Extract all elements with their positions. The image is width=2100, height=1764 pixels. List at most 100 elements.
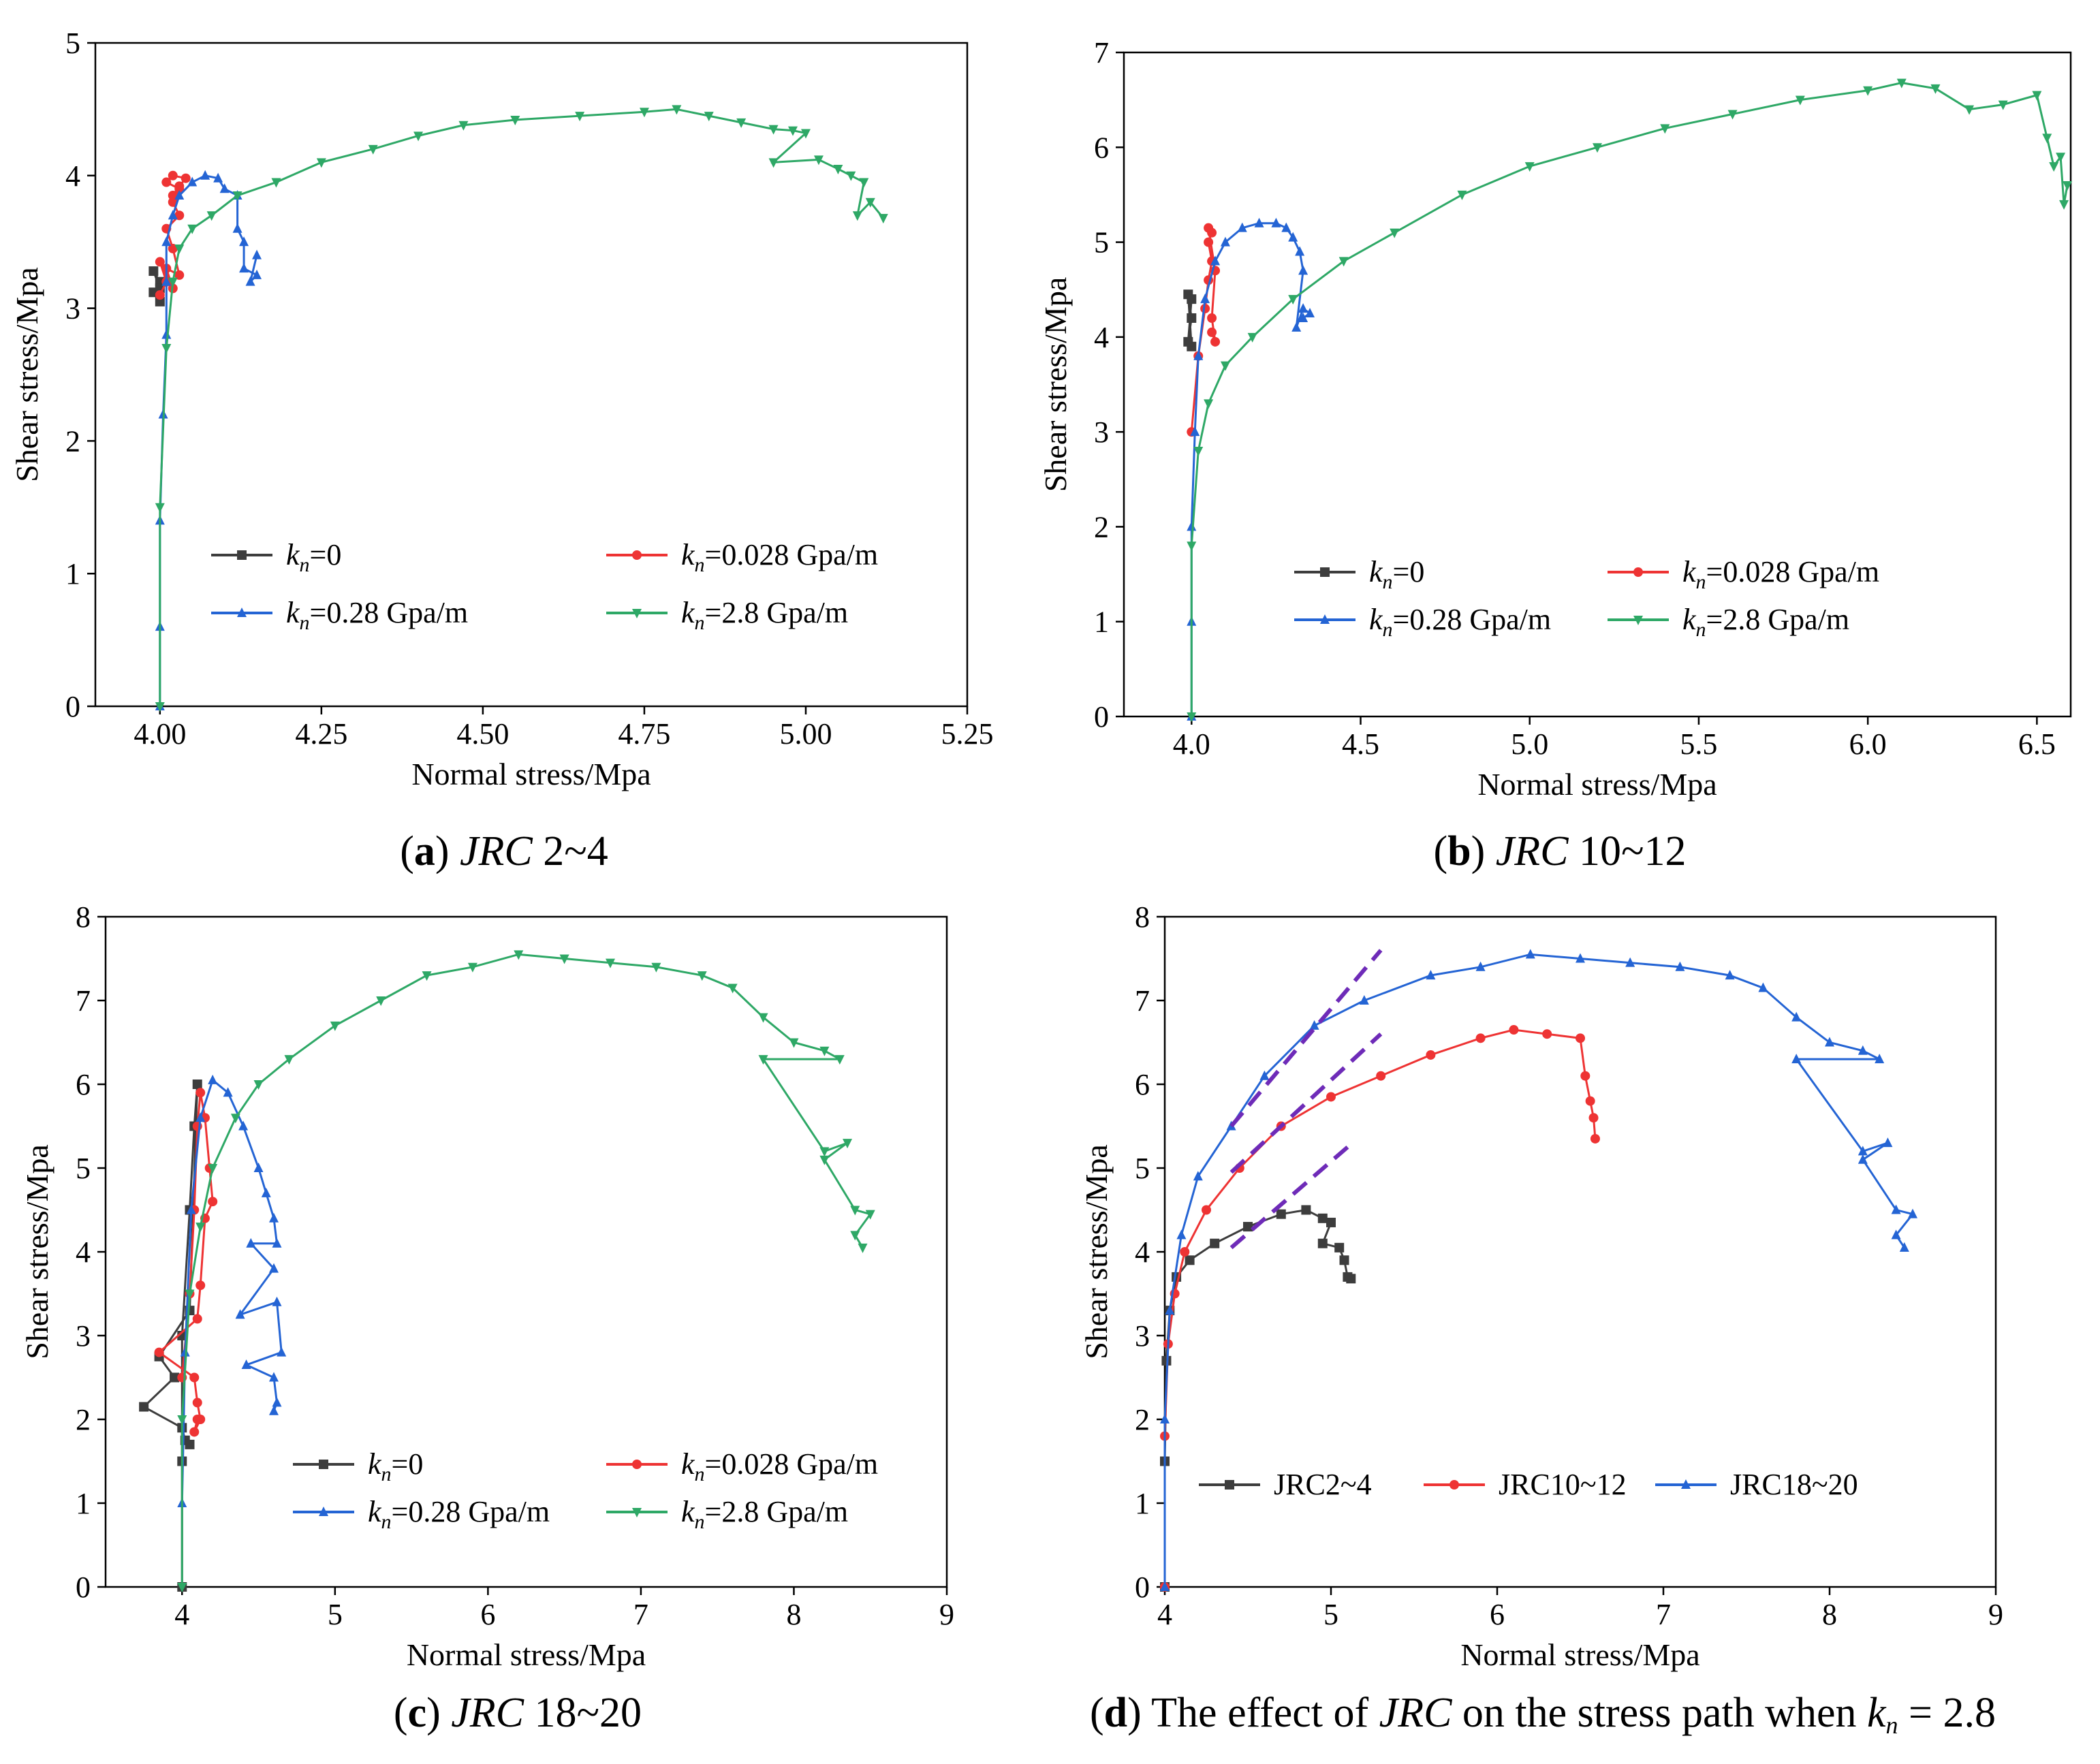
series-fit [1229, 949, 1383, 1250]
legend-label: JRC2~4 [1274, 1468, 1372, 1501]
legend-label: kn=0.28 Gpa/m [368, 1495, 550, 1533]
data-point [161, 236, 172, 247]
legend-label: kn=0 [368, 1447, 423, 1485]
series-kn28 [155, 105, 888, 712]
data-point [788, 126, 798, 136]
x-tick-label: 4.50 [456, 717, 509, 751]
data-point [155, 296, 165, 306]
data-point [272, 1238, 282, 1248]
data-point [1210, 255, 1221, 266]
legend-value: =0 [392, 1447, 424, 1481]
data-point [1301, 1205, 1311, 1215]
series-line [181, 1078, 283, 1504]
legend-value: =2.8 Gpa/m [705, 1495, 849, 1528]
legend-label: kn=0.28 Gpa/m [286, 596, 468, 634]
legend-item-kn0028: kn=0.028 Gpa/m [606, 538, 878, 576]
legend-marker [1320, 614, 1330, 624]
legend-item-kn028: kn=0.28 Gpa/m [211, 596, 468, 634]
legend-n: n [381, 1511, 392, 1533]
legend-value: =2.8 Gpa/m [705, 596, 849, 629]
legend-marker [319, 1507, 328, 1516]
y-tick-label: 3 [1135, 1319, 1150, 1353]
legend-k: k [1369, 603, 1383, 636]
data-point [1160, 1581, 1170, 1591]
data-point [800, 129, 811, 139]
data-point [1588, 1113, 1599, 1123]
y-tick-label: 4 [1135, 1235, 1150, 1269]
legend-item-kn028: kn=0.28 Gpa/m [293, 1495, 550, 1533]
data-point [1625, 957, 1635, 967]
legend-n: n [695, 1511, 705, 1533]
data-point [1187, 313, 1197, 323]
data-point [2042, 133, 2052, 144]
data-point [1795, 95, 1805, 106]
data-point [168, 277, 178, 287]
data-point [1298, 303, 1308, 313]
x-tick-label: 5.25 [941, 717, 994, 751]
x-axis-label: Normal stress/Mpa [1460, 1637, 1699, 1672]
x-axis-label: Normal stress/Mpa [411, 757, 651, 791]
data-point [1200, 294, 1210, 304]
y-tick-label: 5 [1135, 1152, 1150, 1185]
data-point [168, 197, 178, 207]
y-tick-label: 3 [76, 1319, 91, 1353]
data-point [458, 121, 469, 131]
series-kn0 [1160, 1205, 1356, 1592]
data-point [1891, 1204, 1901, 1214]
legend-marker [237, 550, 247, 560]
data-point [1758, 982, 1768, 992]
x-tick-label: 9 [939, 1598, 954, 1631]
data-point [1193, 447, 1204, 456]
data-point [155, 702, 165, 712]
data-point [208, 1074, 218, 1084]
data-point [467, 962, 477, 973]
data-point [1281, 222, 1291, 232]
data-point [1359, 995, 1369, 1005]
data-point [232, 191, 242, 202]
data-point [1243, 1222, 1253, 1232]
data-point [1675, 961, 1685, 971]
data-point [1187, 541, 1197, 552]
data-point [1875, 1054, 1885, 1064]
y-tick-label: 6 [1135, 1068, 1150, 1101]
data-point [189, 1372, 200, 1383]
data-point [852, 211, 862, 221]
x-tick-label: 7 [633, 1598, 648, 1631]
series-kn28 [177, 950, 875, 1592]
data-point [253, 1163, 264, 1172]
data-point [1180, 1247, 1190, 1257]
legend-k: k [1369, 555, 1383, 588]
legend-marker [632, 1508, 642, 1517]
data-point [219, 183, 230, 193]
y-tick-label: 2 [1094, 510, 1109, 544]
data-point [180, 1346, 190, 1357]
data-point [859, 178, 869, 188]
data-point [865, 198, 875, 208]
data-point [238, 1120, 249, 1131]
data-point [789, 1038, 799, 1048]
data-point [1204, 399, 1214, 409]
data-point [1338, 257, 1349, 267]
y-tick-label: 4 [65, 159, 80, 193]
data-point [154, 1347, 164, 1357]
data-point [284, 1055, 294, 1065]
data-point [1346, 1274, 1356, 1284]
data-point [413, 131, 424, 142]
data-point [155, 290, 165, 300]
series-line [1190, 82, 2069, 716]
legend-marker [1633, 567, 1643, 577]
y-tick-label: 5 [1094, 226, 1109, 259]
data-point [1254, 217, 1264, 227]
data-point [239, 263, 249, 273]
data-point [819, 1155, 830, 1165]
data-point [232, 223, 242, 233]
data-point [1305, 308, 1315, 318]
data-point [813, 155, 824, 166]
data-point [195, 1088, 206, 1098]
legend-n: n [695, 554, 705, 576]
fit-dashed-line [1229, 1145, 1349, 1250]
data-point [2063, 181, 2073, 191]
data-point [846, 171, 856, 181]
data-point [1295, 246, 1305, 256]
data-point [1593, 143, 1602, 153]
